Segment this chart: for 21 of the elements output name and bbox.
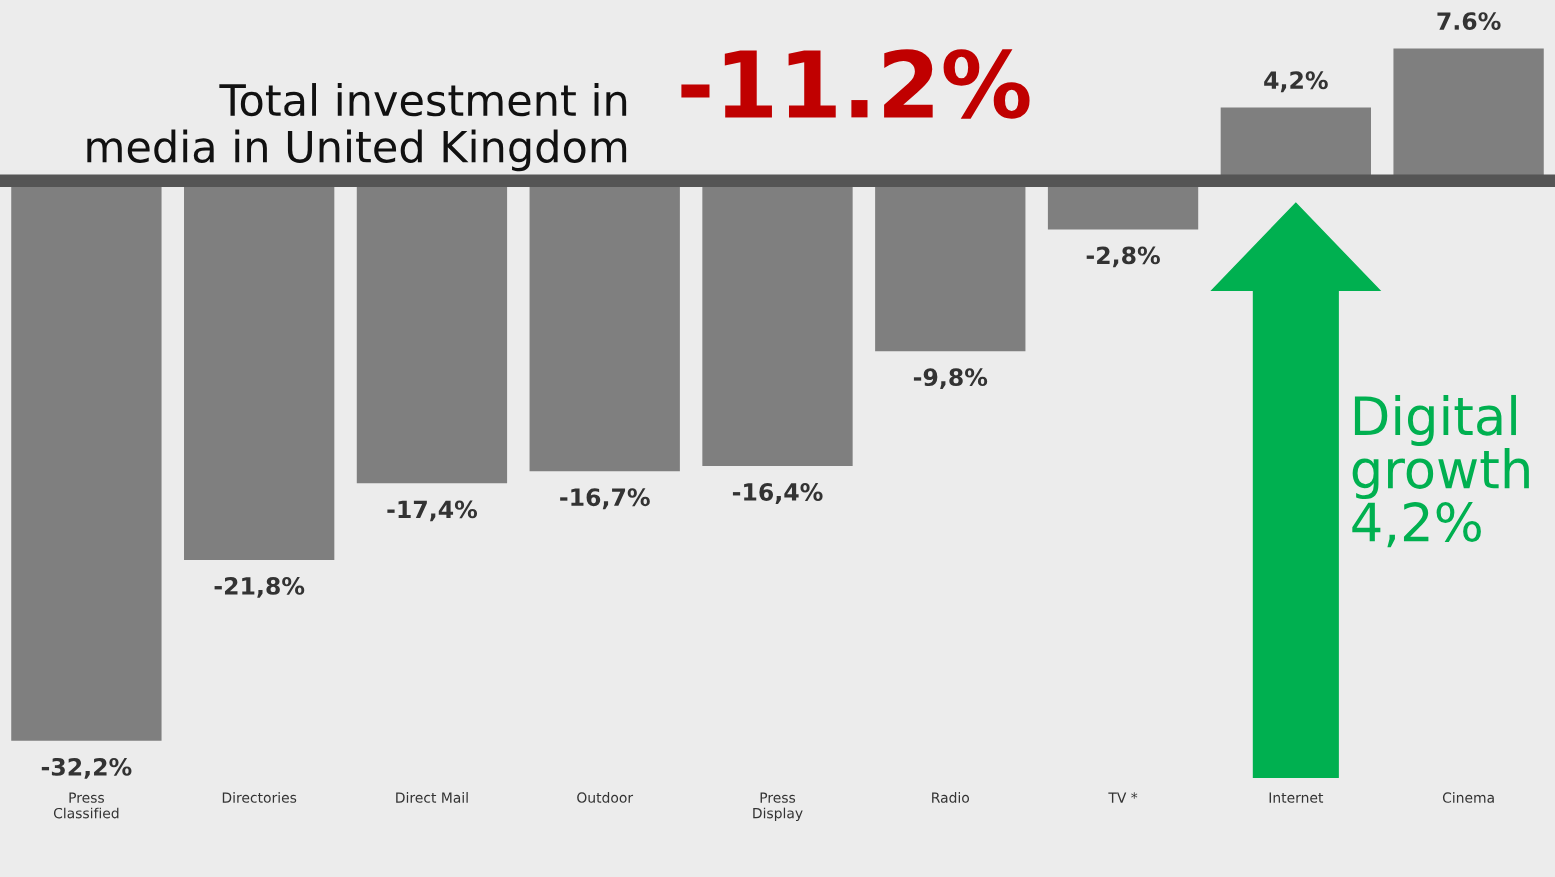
text: Total investment in media in United Kingdom [87,83,627,172]
x-tick-label: Outdoor [577,792,634,803]
x-tick-label: Directories [222,792,297,803]
data-label: -17,4% [387,500,478,522]
x-tick-label: TV * [1108,792,1138,803]
data-label: -16,7% [560,488,650,510]
x-tick-label: Press Classified [53,792,119,819]
data-label: -21,8% [214,577,305,598]
x-tick-label: Press Display [753,792,803,822]
data-label: 7.6% [1437,12,1501,30]
data-label: -16,4% [732,483,823,504]
x-tick-label: Radio [932,792,970,803]
x-tick-label: Direct Mail [396,792,468,803]
x-tick-label: Internet [1269,792,1324,803]
annotation: Digital growth 4,2% [1352,394,1529,548]
data-label: -9,8% [913,368,988,390]
x-tick-label: Cinema [1442,792,1494,803]
data-label: -2,8% [1086,246,1160,268]
data-label: 4,2% [1264,71,1328,93]
data-label: -32,2% [41,757,132,779]
annotation: -11.2% [681,49,1030,119]
